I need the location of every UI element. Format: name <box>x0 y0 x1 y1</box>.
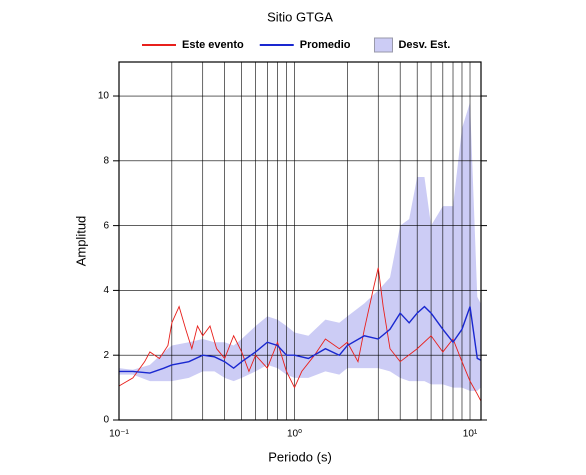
series-line <box>119 305 481 374</box>
y-tick-label: 10 <box>98 91 110 102</box>
plot-frame <box>118 61 482 421</box>
x-tick-label: 10¹ <box>463 429 478 440</box>
legend-label: Promedio <box>300 39 351 51</box>
x-tick-label: 10⁻¹ <box>109 429 129 440</box>
y-tick-label: 0 <box>103 415 109 426</box>
y-tick-label: 2 <box>103 350 109 361</box>
legend-swatch <box>373 37 393 53</box>
series-line <box>118 267 482 401</box>
y-tick-label: 6 <box>103 220 109 231</box>
chart-title: Sitio GTGA <box>267 9 333 24</box>
y-axis-label: Amplitud <box>73 216 88 267</box>
std-band <box>119 102 481 391</box>
x-tick-label: 10⁰ <box>287 429 302 440</box>
y-tick-label: 8 <box>103 155 109 166</box>
y-tick-label: 4 <box>103 285 109 296</box>
legend-label: Desv. Est. <box>398 39 450 51</box>
x-axis-label: Periodo (s) <box>268 449 332 464</box>
legend-label: Este evento <box>182 39 244 51</box>
